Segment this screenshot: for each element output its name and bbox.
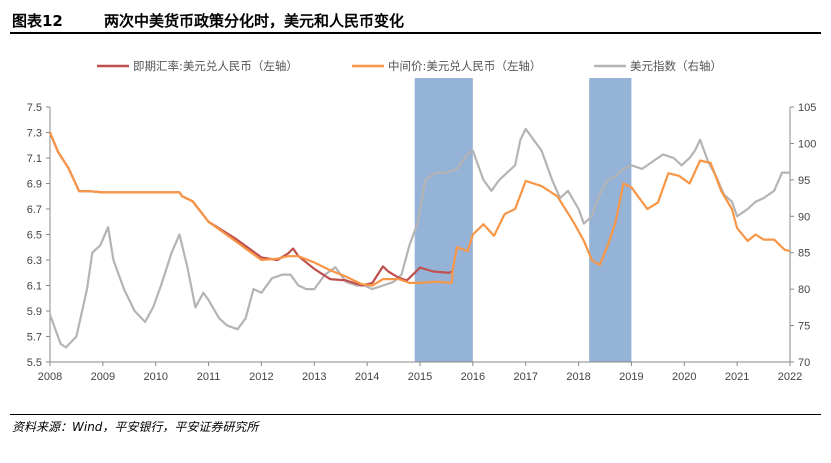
legend-label-3: 美元指数（右轴） <box>630 59 722 73</box>
y-left-tick-label: 7.1 <box>27 153 42 165</box>
y-left-tick-label: 6.3 <box>27 255 42 267</box>
chart-title: 两次中美货币政策分化时，美元和人民币变化 <box>104 12 405 30</box>
legend-label-2: 中间价:美元兑人民币（左轴） <box>388 59 541 73</box>
y-left-tick-label: 6.9 <box>27 179 42 191</box>
y-left-tick-label: 6.7 <box>27 204 42 216</box>
y-left-tick-label: 6.5 <box>27 230 42 242</box>
x-tick-label: 2017 <box>513 371 537 383</box>
y-right-tick-label: 80 <box>798 284 810 296</box>
y-right-tick-label: 70 <box>798 357 810 369</box>
x-tick-label: 2014 <box>355 371 379 383</box>
y-right-tick-label: 105 <box>798 102 816 114</box>
x-tick-label: 2010 <box>143 371 167 383</box>
legend-label-1: 即期汇率:美元兑人民币（左轴） <box>133 59 298 73</box>
series-lines <box>48 127 791 349</box>
title-bar: 图表12 两次中美货币政策分化时，美元和人民币变化 <box>10 8 821 34</box>
shaded-period-1 <box>414 78 473 362</box>
y-right-tick-label: 75 <box>798 321 810 333</box>
series-line-3 <box>48 127 790 349</box>
series-line-1 <box>48 132 453 287</box>
x-tick-label: 2015 <box>408 371 432 383</box>
figure-number: 图表12 <box>12 12 63 30</box>
x-tick-label: 2011 <box>197 371 221 383</box>
source-note: 资料来源：Wind，平安银行，平安证券研究所 <box>12 420 259 434</box>
y-left-tick-label: 7.3 <box>27 128 42 140</box>
legend: 即期汇率:美元兑人民币（左轴） 中间价:美元兑人民币（左轴） 美元指数（右轴） <box>97 59 722 73</box>
y-left-tick-label: 5.5 <box>27 357 42 369</box>
y-right-tick-label: 100 <box>798 138 816 150</box>
x-tick-label: 2022 <box>778 371 802 383</box>
footer: 资料来源：Wind，平安银行，平安证券研究所 <box>10 414 821 434</box>
y-right-tick-label: 85 <box>798 248 810 260</box>
shaded-period-2 <box>589 78 632 362</box>
x-tick-label: 2019 <box>619 371 643 383</box>
series-line-2 <box>48 132 791 287</box>
x-tick-label: 2016 <box>461 371 485 383</box>
x-tick-label: 2013 <box>302 371 326 383</box>
y-right-tick-label: 95 <box>798 175 810 187</box>
chart-area: 2008 2009 2010 2011 2012 2013 2014 2015 2016 2017… <box>27 59 817 383</box>
shaded-periods <box>414 78 632 362</box>
y-left-tick-label: 5.7 <box>27 332 42 344</box>
x-tick-label: 2008 <box>38 371 62 383</box>
x-tick-label: 2009 <box>91 371 115 383</box>
x-tick-label: 2021 <box>725 371 749 383</box>
y-right-tick-label: 90 <box>798 211 810 223</box>
y-left-tick-label: 6.1 <box>27 281 42 293</box>
axes: 2008 2009 2010 2011 2012 2013 2014 2015 2016 2017… <box>27 102 817 383</box>
x-tick-label: 2012 <box>249 371 273 383</box>
x-tick-label: 2020 <box>672 371 696 383</box>
y-left-tick-label: 5.9 <box>27 306 42 318</box>
x-tick-label: 2018 <box>566 371 590 383</box>
y-left-tick-label: 7.5 <box>27 102 42 114</box>
